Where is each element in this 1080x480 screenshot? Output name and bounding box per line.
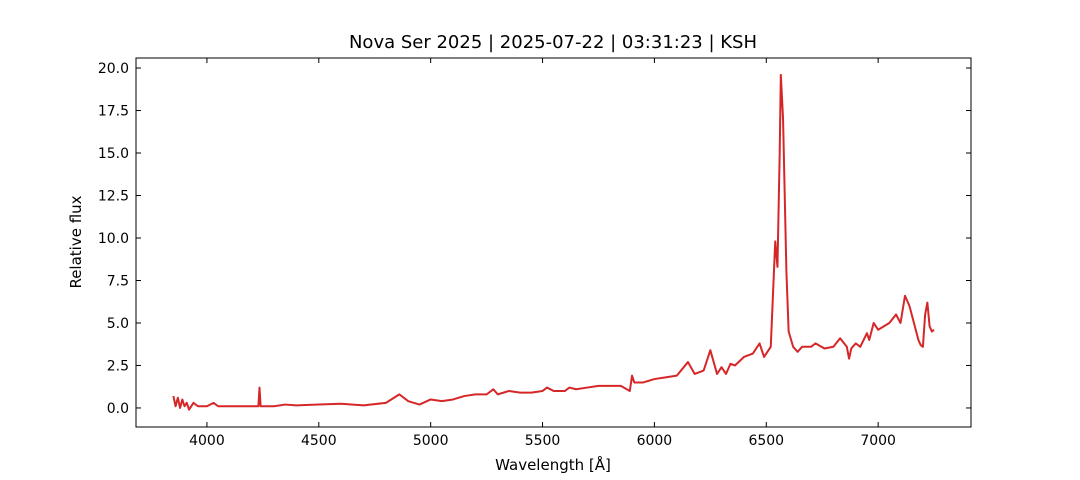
spectrum-line — [172, 73, 935, 411]
x-tick-label: 7000 — [860, 433, 896, 449]
x-tick-label: 6000 — [637, 433, 673, 449]
y-tick-label: 0.0 — [107, 401, 129, 417]
y-tick-label: 2.5 — [107, 358, 129, 374]
y-tick-label: 12.5 — [98, 189, 129, 205]
x-tick-label: 4500 — [301, 433, 337, 449]
y-tick-label: 17.5 — [98, 104, 129, 120]
plot-frame — [135, 57, 972, 428]
chart-title: Nova Ser 2025 | 2025-07-22 | 03:31:23 | … — [349, 32, 757, 53]
x-tick-label: 5500 — [525, 433, 561, 449]
x-tick-label: 4000 — [189, 433, 225, 449]
x-axis-label: Wavelength [Å] — [495, 455, 611, 474]
y-axis-label: Relative flux — [67, 195, 85, 288]
y-tick-label: 5.0 — [107, 316, 129, 332]
y-tick-label: 20.0 — [98, 61, 129, 77]
x-tick-label: 5000 — [413, 433, 449, 449]
x-tick-label: 6500 — [748, 433, 784, 449]
y-tick-label: 15.0 — [98, 146, 129, 162]
y-tick-label: 7.5 — [107, 273, 129, 289]
y-tick-label: 10.0 — [98, 231, 129, 247]
